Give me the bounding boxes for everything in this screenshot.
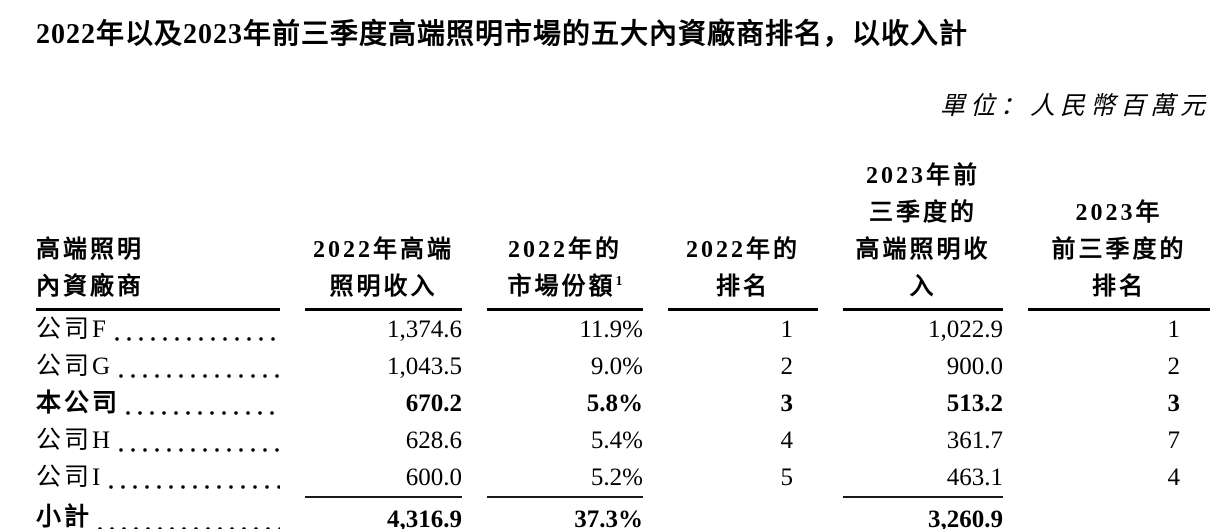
header-line: 市場份額1 [507,274,623,300]
rank-2023q3-value: 1 [1167,316,1181,343]
company-name: 公司H [36,427,114,454]
company-cell: 公司I [36,459,280,496]
company-cell: 公司F [36,311,280,348]
col-header-manufacturer: 高端照明 內資廠商 [36,158,280,311]
ranking-table: 高端照明 內資廠商 2022年高端 照明收入 2022年的 市場份額1 2022… [36,158,1210,529]
header-line: 2022年的 [508,237,622,263]
dot-leader [119,348,280,385]
header-line: 高端照明 [36,237,144,263]
subtotal-rev-2022: 4,316.9 [305,496,462,529]
col-header-2022-rank: 2022年的 排名 [668,158,818,311]
header-line: 前三季度的 [1051,237,1187,263]
table-header-row: 高端照明 內資廠商 2022年高端 照明收入 2022年的 市場份額1 2022… [36,158,1210,311]
header-line: 排名 [1092,274,1146,300]
rank-2023q3-value: 7 [1167,427,1181,454]
rev-2022-value: 670.2 [405,390,462,417]
subtotal-row: 小計 4,316.9 37.3% 3,260.9 [36,496,1210,529]
footnote-marker: 1 [615,274,623,289]
table-row: 公司I 600.0 5.2% 5 463.1 4 [36,459,1210,496]
rank-2022-value: 4 [780,427,794,454]
company-cell: 本公司 [36,385,280,422]
rank-2022-value: 5 [780,464,794,491]
company-name: 公司G [36,353,114,380]
subtotal-rev-2023q3: 3,260.9 [843,496,1003,529]
company-name: 本公司 [36,390,121,417]
header-line: 三季度的 [869,200,977,226]
rank-2022-value: 2 [780,353,794,380]
company-cell: 公司G [36,348,280,385]
header-line: 2023年前 [866,163,980,189]
rank-2022-value: 1 [780,316,794,343]
col-header-2023q3-revenue: 2023年前 三季度的 高端照明收入 [843,158,1003,311]
rank-2023q3-value: 2 [1167,353,1181,380]
share-2022-value: 5.8% [586,390,643,417]
header-line: 2022年高端 [313,237,454,263]
header-line: 內資廠商 [36,274,144,300]
rev-2023q3-value: 900.0 [946,353,1003,380]
page-title: 2022年以及2023年前三季度高端照明市場的五大內資廠商排名，以收入計 [36,19,969,50]
rev-2022-value: 1,043.5 [387,353,462,380]
empty-cell [668,496,818,529]
col-header-2022-market-share: 2022年的 市場份額1 [487,158,643,311]
share-2022-value: 9.0% [590,353,643,380]
table-row-our-company: 本公司 670.2 5.8% 3 513.2 3 [36,385,1210,422]
header-line: 2022年的 [686,237,800,263]
dot-leader [109,459,280,496]
table-row: 公司G 1,043.5 9.0% 2 900.0 2 [36,348,1210,385]
rank-2023q3-value: 4 [1167,464,1181,491]
rev-2022-value: 1,374.6 [387,316,462,343]
share-2022-value: 5.2% [590,464,643,491]
unit-note: 單位：人民幣百萬元 [939,93,1210,120]
rank-2022-value: 3 [780,390,794,417]
share-2022-value: 11.9% [579,316,643,343]
rev-2023q3-value: 463.1 [946,464,1003,491]
header-line: 排名 [716,274,770,300]
company-cell: 公司H [36,422,280,459]
subtotal-label-cell: 小計 [36,496,280,529]
col-header-2022-revenue: 2022年高端 照明收入 [305,158,462,311]
rev-2023q3-value: 1,022.9 [928,316,1003,343]
rev-2022-value: 628.6 [405,427,462,454]
share-2022-value: 5.4% [590,427,643,454]
rev-2023q3-value: 361.7 [946,427,1003,454]
empty-cell [1028,496,1210,529]
rank-2023q3-value: 3 [1167,390,1181,417]
subtotal-label: 小計 [36,504,93,529]
company-name: 公司I [36,464,104,491]
header-line: 照明收入 [329,274,438,300]
dot-leader [126,385,280,422]
col-header-2023q3-rank: 2023年 前三季度的 排名 [1028,158,1210,311]
table-row: 公司F 1,374.6 11.9% 1 1,022.9 1 [36,311,1210,348]
dot-leader [119,422,280,459]
header-line: 2023年 [1075,200,1163,226]
header-line: 高端照明收入 [855,237,991,300]
dot-leader [114,311,280,348]
subtotal-share-2022: 37.3% [487,496,643,529]
company-name: 公司F [36,316,109,343]
rev-2023q3-value: 513.2 [946,390,1003,417]
table-row: 公司H 628.6 5.4% 4 361.7 7 [36,422,1210,459]
dot-leader [98,499,280,529]
rev-2022-value: 600.0 [405,464,462,491]
